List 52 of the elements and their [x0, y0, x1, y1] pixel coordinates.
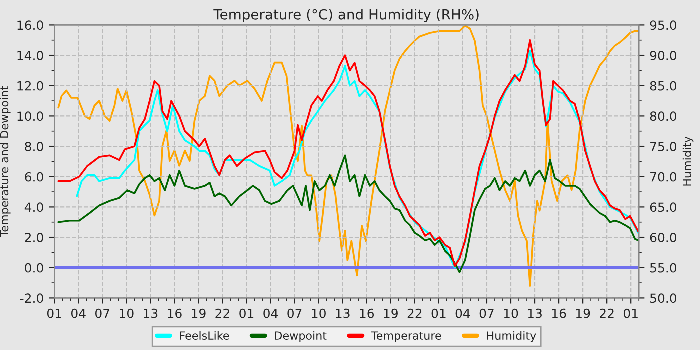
x-tick-label: 10	[312, 308, 326, 318]
y-tick-label: 2.0	[25, 233, 44, 242]
x-tick-label: 16	[360, 308, 374, 318]
x-tick-label: 16	[168, 308, 182, 318]
y2-tick-label: 65.0	[650, 202, 677, 212]
x-tick-label: 01	[47, 308, 62, 318]
x-tick-label: 01	[240, 308, 254, 318]
x-tick-label: 04	[71, 308, 86, 318]
y2-tick-label: 95.0	[650, 20, 677, 30]
chart-title: Temperature (°C) and Humidity (RH%)	[214, 9, 479, 23]
y2-tick-label: 55.0	[650, 263, 677, 273]
x-tick-label: 22	[408, 308, 422, 318]
y-tick-label: 10.0	[18, 112, 44, 122]
y-tick-label: 8.0	[25, 142, 44, 152]
y2-tick-label: 70.0	[650, 172, 677, 182]
x-tick-label: 07	[288, 308, 302, 318]
x-tick-label: 10	[120, 308, 134, 318]
x-tick-label: 13	[528, 308, 542, 318]
x-tick-label: 07	[480, 308, 494, 318]
y2-axis-title: Humidity	[682, 136, 694, 186]
y2-tick-label: 60.0	[650, 233, 677, 242]
y-tick-label: 0.0	[25, 263, 44, 273]
x-tick-label: 13	[144, 308, 158, 318]
x-tick-label: 13	[336, 308, 350, 318]
x-tick-label: 04	[456, 308, 470, 318]
y-tick-label: -2.0	[20, 294, 44, 304]
x-tick-label: 19	[576, 308, 590, 318]
y2-tick-label: 75.0	[650, 142, 677, 152]
y2-tick-label: 80.0	[650, 112, 677, 122]
y-tick-label: 12.0	[18, 81, 44, 91]
y2-tick-label: 90.0	[650, 51, 677, 60]
x-tick-label: 19	[384, 308, 398, 318]
y-tick-label: 6.0	[25, 172, 44, 182]
y2-tick-label: 85.0	[650, 81, 677, 91]
y-tick-label: 4.0	[24, 202, 44, 212]
x-tick-label: 10	[504, 308, 518, 318]
legend-label: Humidity	[487, 331, 536, 342]
y-tick-label: 16.0	[18, 20, 44, 30]
x-tick-label: 04	[264, 308, 278, 318]
legend-label: Dewpoint	[275, 331, 327, 342]
x-tick-label: 22	[600, 308, 614, 318]
legend-label: FeelsLike	[180, 331, 230, 340]
x-tick-label: 07	[96, 308, 110, 318]
legend-label: Temperature	[371, 332, 442, 342]
x-tick-label: 19	[192, 308, 206, 318]
x-tick-label: 01	[432, 308, 446, 318]
y2-tick-label: 50.0	[650, 294, 677, 304]
x-tick-label: 16	[552, 308, 566, 318]
y-tick-label: 14.0	[18, 51, 44, 60]
x-tick-label: 01	[624, 308, 638, 318]
y-axis-title: Temperature and Dewpoint	[0, 86, 11, 238]
x-tick-label: 22	[216, 308, 230, 318]
